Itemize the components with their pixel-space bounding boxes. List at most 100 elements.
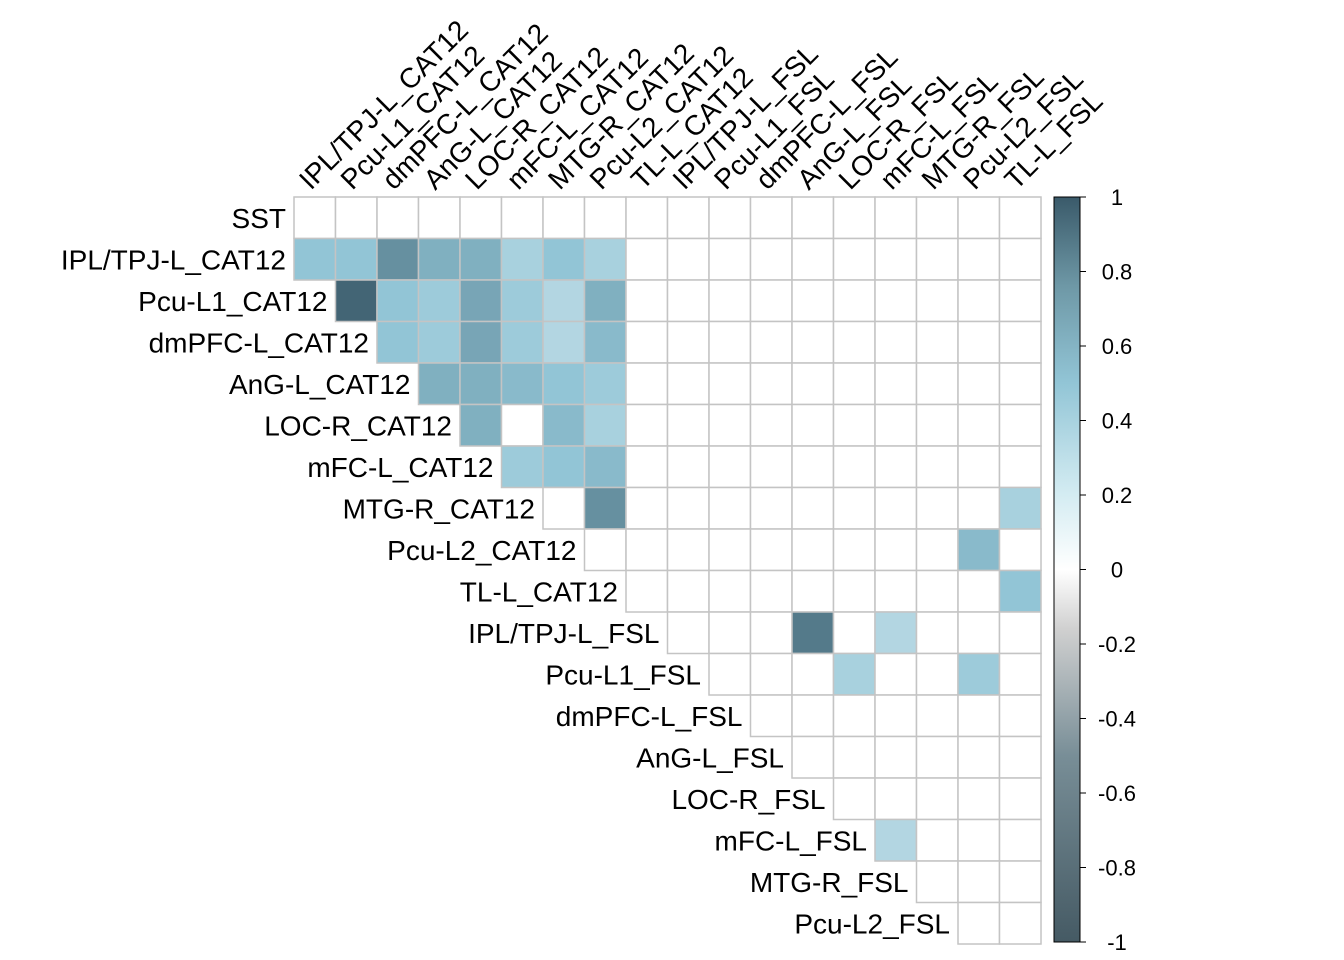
heatmap-cell bbox=[791, 445, 835, 489]
colorbar-tick-label: -0.8 bbox=[1098, 856, 1136, 881]
heatmap-cell bbox=[915, 320, 959, 364]
heatmap-cell bbox=[832, 777, 876, 821]
row-label: Pcu-L2_CAT12 bbox=[387, 535, 576, 566]
heatmap-cell bbox=[500, 320, 544, 364]
row-label: MTG-R_FSL bbox=[750, 867, 909, 898]
colorbar-tick-label: 0 bbox=[1111, 558, 1123, 583]
heatmap-cell bbox=[915, 860, 959, 904]
heatmap-cell bbox=[708, 528, 752, 572]
heatmap-cell bbox=[376, 279, 420, 323]
heatmap-cell bbox=[915, 196, 959, 240]
heatmap-cell bbox=[708, 611, 752, 655]
colorbar-tick-label: 1 bbox=[1111, 185, 1123, 210]
heatmap-cell bbox=[749, 486, 793, 530]
heatmap-cell bbox=[832, 445, 876, 489]
heatmap-cell bbox=[583, 237, 627, 281]
heatmap-cell bbox=[459, 403, 503, 447]
row-label: TL-L_CAT12 bbox=[460, 576, 618, 607]
row-label: Pcu-L1_CAT12 bbox=[138, 286, 327, 317]
heatmap-cell bbox=[915, 818, 959, 862]
heatmap-cell bbox=[832, 196, 876, 240]
heatmap-cell bbox=[666, 569, 710, 613]
heatmap-cell bbox=[625, 279, 669, 323]
heatmap-cell bbox=[791, 528, 835, 572]
heatmap-cell bbox=[417, 237, 461, 281]
heatmap-cell bbox=[542, 445, 586, 489]
heatmap-cell bbox=[998, 860, 1042, 904]
heatmap-cell bbox=[998, 652, 1042, 696]
heatmap-cell bbox=[791, 569, 835, 613]
colorbar-tick-label: -0.2 bbox=[1098, 632, 1136, 657]
heatmap-cell bbox=[625, 403, 669, 447]
heatmap-cell bbox=[666, 237, 710, 281]
heatmap-cell bbox=[915, 611, 959, 655]
heatmap-cell bbox=[791, 237, 835, 281]
heatmap-cell bbox=[957, 901, 1001, 945]
heatmap-cell bbox=[915, 694, 959, 738]
heatmap-cell bbox=[998, 445, 1042, 489]
heatmap-cell bbox=[874, 569, 918, 613]
heatmap-cell bbox=[749, 196, 793, 240]
heatmap-cell bbox=[957, 320, 1001, 364]
heatmap-cell bbox=[957, 445, 1001, 489]
heatmap-cell bbox=[998, 528, 1042, 572]
heatmap-cell bbox=[749, 569, 793, 613]
row-label: AnG-L_FSL bbox=[636, 742, 784, 773]
heatmap-cell bbox=[791, 279, 835, 323]
heatmap-cell bbox=[749, 528, 793, 572]
heatmap-cell bbox=[417, 362, 461, 406]
heatmap-cell bbox=[832, 652, 876, 696]
row-label: LOC-R_CAT12 bbox=[264, 410, 452, 441]
heatmap-cell bbox=[791, 320, 835, 364]
heatmap-cell bbox=[998, 611, 1042, 655]
heatmap-cell bbox=[334, 196, 378, 240]
heatmap-cell bbox=[542, 403, 586, 447]
heatmap-cell bbox=[500, 237, 544, 281]
heatmap-cell bbox=[957, 777, 1001, 821]
heatmap-cell bbox=[459, 237, 503, 281]
heatmap-cell bbox=[749, 445, 793, 489]
heatmap-cell bbox=[293, 237, 337, 281]
heatmap-cell bbox=[874, 196, 918, 240]
heatmap-cell bbox=[915, 652, 959, 696]
heatmap-cell bbox=[957, 403, 1001, 447]
heatmap-cell bbox=[708, 362, 752, 406]
heatmap-cell bbox=[791, 403, 835, 447]
heatmap-cell bbox=[334, 279, 378, 323]
heatmap-cell bbox=[998, 279, 1042, 323]
heatmap-cell bbox=[583, 196, 627, 240]
heatmap-cell bbox=[500, 362, 544, 406]
heatmap-cells bbox=[293, 196, 1042, 945]
heatmap-cell bbox=[583, 486, 627, 530]
heatmap-cell bbox=[542, 237, 586, 281]
heatmap-cell bbox=[957, 652, 1001, 696]
heatmap-cell bbox=[583, 362, 627, 406]
heatmap-cell bbox=[791, 735, 835, 779]
heatmap-cell bbox=[791, 362, 835, 406]
heatmap-cell bbox=[998, 901, 1042, 945]
heatmap-cell bbox=[583, 528, 627, 572]
heatmap-cell bbox=[957, 362, 1001, 406]
heatmap-cell bbox=[666, 362, 710, 406]
heatmap-cell bbox=[625, 362, 669, 406]
heatmap-cell bbox=[915, 486, 959, 530]
column-labels: IPL/TPJ-L_CAT12Pcu-L1_CAT12dmPFC-L_CAT12… bbox=[293, 14, 1108, 195]
heatmap-cell bbox=[666, 486, 710, 530]
heatmap-cell bbox=[832, 735, 876, 779]
heatmap-cell bbox=[666, 403, 710, 447]
colorbar-tick-label: -1 bbox=[1107, 930, 1127, 955]
heatmap-cell bbox=[708, 569, 752, 613]
heatmap-cell bbox=[583, 279, 627, 323]
heatmap-cell bbox=[832, 569, 876, 613]
heatmap-cell bbox=[915, 735, 959, 779]
heatmap-cell bbox=[874, 777, 918, 821]
heatmap-cell bbox=[998, 694, 1042, 738]
colorbar-tick-label: 0.6 bbox=[1102, 334, 1133, 359]
heatmap-cell bbox=[500, 403, 544, 447]
heatmap-cell bbox=[957, 735, 1001, 779]
row-label: IPL/TPJ-L_FSL bbox=[468, 618, 659, 649]
heatmap-cell bbox=[832, 362, 876, 406]
heatmap-cell bbox=[666, 445, 710, 489]
row-label: dmPFC-L_FSL bbox=[556, 701, 743, 732]
heatmap-cell bbox=[832, 528, 876, 572]
